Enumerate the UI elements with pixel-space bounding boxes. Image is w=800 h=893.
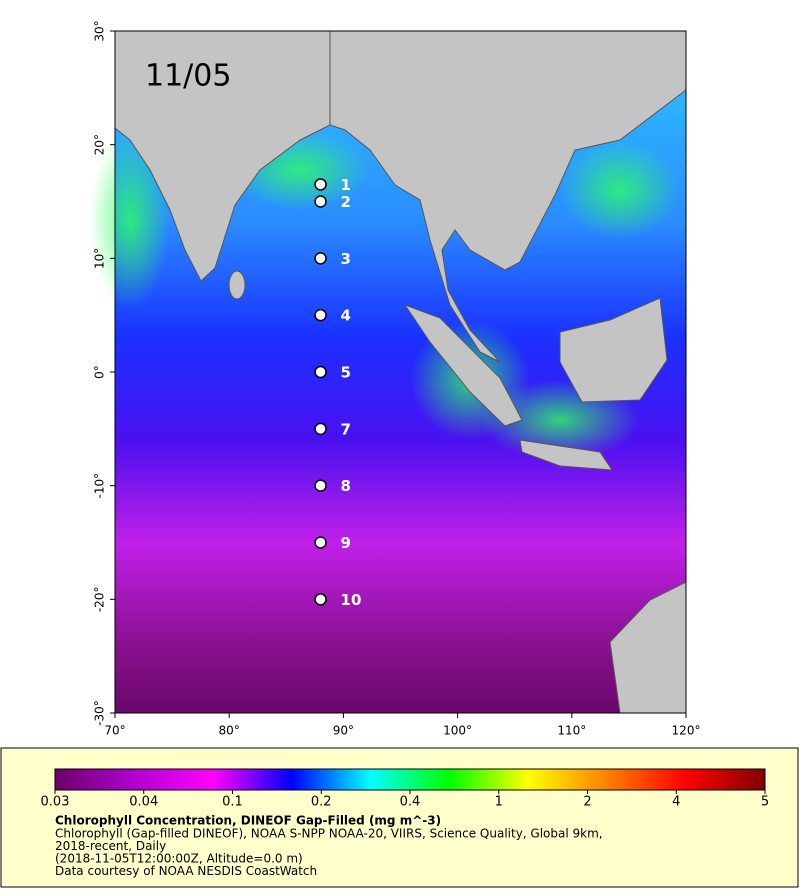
y-tick-label: -10° (93, 473, 107, 499)
colorbar-tick-label: 0.2 (311, 795, 332, 810)
colorbar-tick-label: 5 (761, 795, 769, 810)
station (314, 252, 327, 265)
colorbar-tick-label: 0.04 (129, 795, 158, 810)
x-tick-label: 80° (219, 724, 240, 738)
colorbar-tick-label: 0.1 (222, 795, 243, 810)
colorbar-tick-label: 1 (495, 795, 503, 810)
colorbar-tick-label: 2 (583, 795, 591, 810)
land (114, 30, 687, 714)
legend-line: Data courtesy of NOAA NESDIS CoastWatch (55, 864, 317, 878)
station (314, 593, 327, 606)
x-tick-label: 70° (104, 724, 125, 738)
y-tick-label: 20° (93, 134, 107, 155)
legend-line: 2018-recent, Daily (55, 839, 166, 853)
station-label: 4 (341, 307, 351, 325)
station (314, 479, 327, 492)
x-tick-label: 90° (333, 724, 354, 738)
colorbar-tick-label: 0.03 (41, 795, 70, 810)
y-tick-label: 10° (93, 248, 107, 269)
y-tick-label: -30° (93, 700, 107, 726)
colorbar-tick-label: 4 (672, 795, 680, 810)
station-label: 8 (341, 477, 351, 495)
y-tick-label: 30° (93, 20, 107, 41)
legend-line: Chlorophyll (Gap-filled DINEOF), NOAA S-… (55, 827, 603, 841)
station-label: 10 (341, 591, 362, 609)
y-tick-label: -20° (93, 587, 107, 613)
x-tick-label: 100° (443, 724, 472, 738)
station (314, 308, 327, 322)
station-label: 1 (341, 176, 351, 194)
station-label: 7 (341, 420, 351, 438)
y-tick-label: 0° (93, 365, 107, 379)
x-tick-label: 110° (557, 724, 586, 738)
legend-line: (2018-11-05T12:00:00Z, Altitude=0.0 m) (55, 852, 303, 866)
station-label: 3 (341, 250, 351, 268)
date-label: 11/05 (145, 59, 231, 94)
station (314, 178, 327, 191)
colorbar-tick-label: 0.4 (400, 795, 421, 810)
station-label: 2 (341, 193, 351, 211)
station-label: 5 (341, 364, 351, 382)
station (314, 365, 327, 379)
legend-title: Chlorophyll Concentration, DINEOF Gap-Fi… (55, 814, 441, 828)
station (314, 536, 327, 549)
colorbar (54, 768, 766, 791)
station (314, 422, 327, 436)
x-tick-label: 120° (672, 724, 701, 738)
station-label: 9 (341, 534, 351, 552)
station (314, 195, 327, 208)
